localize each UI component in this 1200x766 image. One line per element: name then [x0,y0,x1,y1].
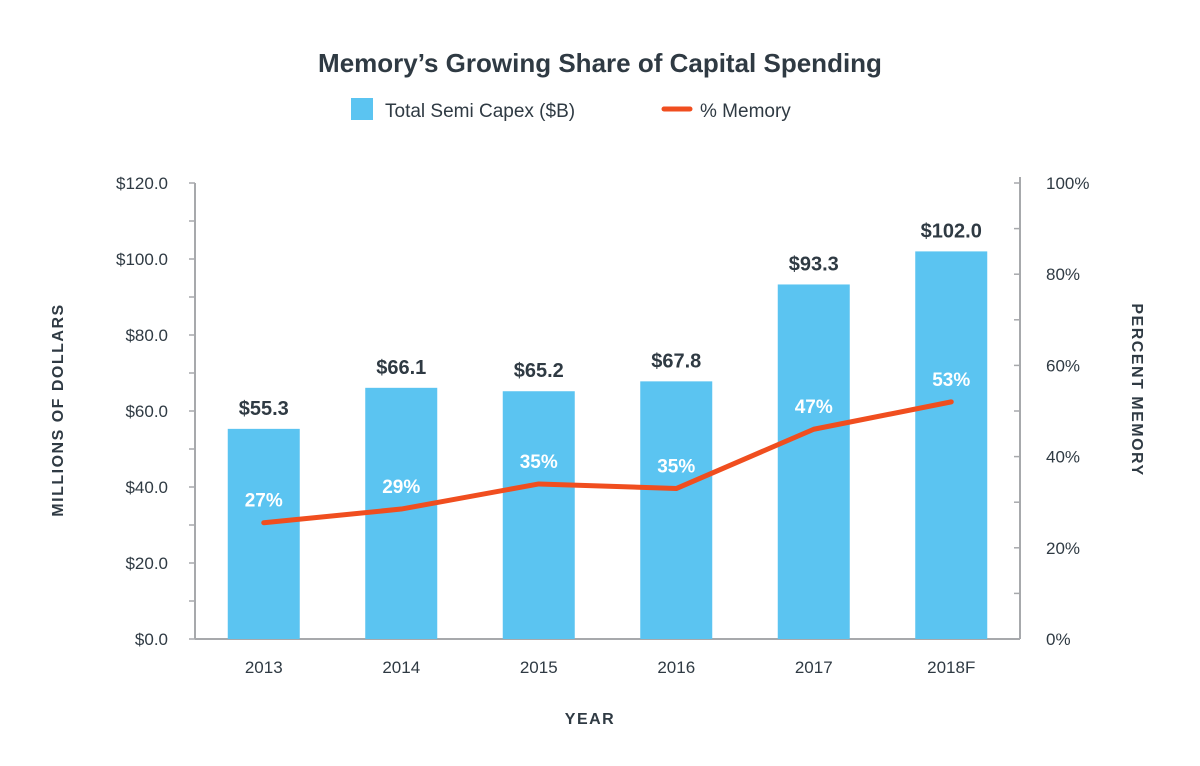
legend-line-label: % Memory [700,101,791,122]
bar-value-label: $93.3 [789,253,839,275]
bar [640,381,712,639]
chart-title: Memory’s Growing Share of Capital Spendi… [318,48,882,78]
percent-value-label: 35% [520,452,558,473]
x-tick-label: 2015 [520,658,558,677]
y2-tick-label: 0% [1046,630,1071,649]
y-tick-label: $20.0 [125,554,168,573]
y2-tick-label: 80% [1046,265,1080,284]
bar-value-label: $66.1 [376,357,426,379]
y-tick-label: $60.0 [125,402,168,421]
bars [228,251,988,639]
bar-value-label: $67.8 [651,350,701,372]
y-axis-title: MILLIONS OF DOLLARS [50,303,67,516]
data-labels: $55.3 $66.1 $65.2 $67.8 $93.3 $102.0 27% 29% 35%… [239,220,982,511]
x-tick-label: 2013 [245,658,283,677]
y-tick-label: $40.0 [125,478,168,497]
x-tick-label: 2017 [795,658,833,677]
x-tick-label: 2014 [382,658,420,677]
bar-value-label: $55.3 [239,398,289,420]
percent-value-label: 29% [382,477,420,498]
y-tick-label: $80.0 [125,326,168,345]
legend-bar-swatch [351,98,373,120]
x-axis-title: YEAR [565,711,615,728]
bar [228,429,300,639]
bar [503,391,575,639]
legend-bar-label: Total Semi Capex ($B) [385,101,575,122]
percent-value-label: 47% [795,397,833,418]
y2-tick-label: 60% [1046,356,1080,375]
x-tick-label: 2018F [927,658,975,677]
y2-axis-title: PERCENT MEMORY [1128,303,1145,476]
bar [915,251,987,639]
bar-value-label: $65.2 [514,360,564,382]
y-tick-label: $100.0 [116,250,168,269]
y2-tick-label: 20% [1046,539,1080,558]
percent-value-label: 53% [932,370,970,391]
percent-value-label: 35% [657,457,695,478]
x-tick-label: 2016 [657,658,695,677]
y-tick-label: $120.0 [116,174,168,193]
y-tick-label: $0.0 [135,630,168,649]
y2-tick-label: 100% [1046,174,1089,193]
bar-value-label: $102.0 [921,220,982,242]
percent-value-label: 27% [245,491,283,512]
y2-tick-label: 40% [1046,448,1080,467]
bar [778,284,850,639]
legend: Total Semi Capex ($B) % Memory [351,98,791,122]
